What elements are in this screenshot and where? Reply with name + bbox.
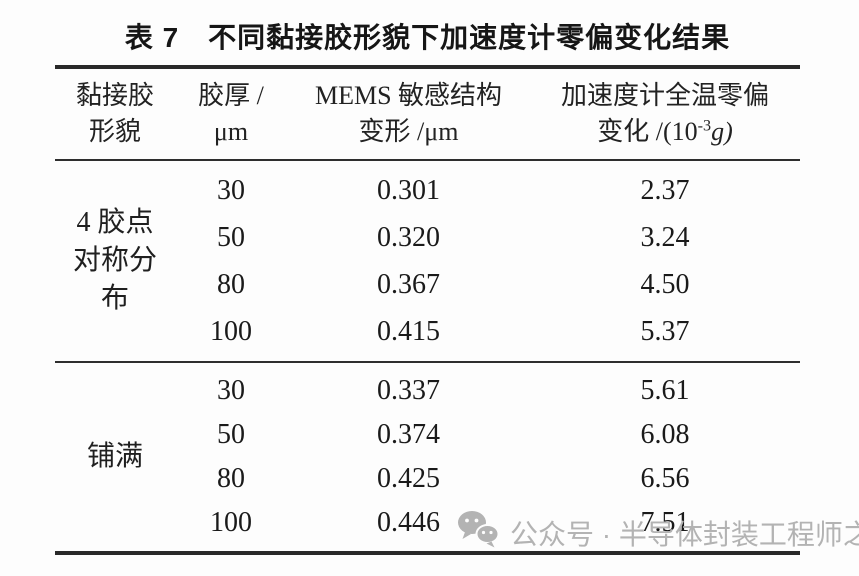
cell-thickness: 30 bbox=[217, 174, 245, 206]
cell-deformation: 0.337 bbox=[377, 375, 440, 406]
group-label: 铺满 bbox=[86, 441, 143, 472]
cell-bias-change: 2.37 bbox=[640, 174, 690, 206]
cell-deformation: 0.374 bbox=[377, 419, 440, 450]
table-row: 100 0.415 5.37 bbox=[175, 310, 800, 354]
cell-bias-change: 3.24 bbox=[640, 221, 690, 253]
table-row: 50 0.320 3.24 bbox=[175, 216, 800, 260]
table-row: 80 0.367 4.50 bbox=[175, 263, 800, 307]
table-group-dots: 4 胶点 对称分 布 30 0.301 2.37 50 0.320 3.24 8… bbox=[55, 161, 800, 363]
superscript-exponent: -3 bbox=[697, 117, 712, 135]
table-row: 80 0.425 6.56 bbox=[175, 457, 800, 501]
table-header-row: 黏接胶 形貌 胶厚 / μm MEMS 敏感结构 变形 /μm 加速度计全温零偏… bbox=[55, 69, 800, 161]
cell-bias-change: 5.61 bbox=[640, 375, 690, 406]
cell-bias-change: 7.51 bbox=[640, 507, 690, 538]
data-table: 黏接胶 形貌 胶厚 / μm MEMS 敏感结构 变形 /μm 加速度计全温零偏… bbox=[55, 65, 800, 555]
header-deformation: MEMS 敏感结构 变形 /μm bbox=[287, 78, 530, 150]
group-rows: 30 0.337 5.61 50 0.374 6.08 80 0.425 6.5… bbox=[175, 363, 800, 551]
header-bias-line2: 变化 /(10-3g) bbox=[597, 117, 733, 146]
cell-bias-change: 4.50 bbox=[640, 268, 690, 300]
header-thickness-line2: μm bbox=[213, 117, 249, 146]
cell-thickness: 80 bbox=[217, 268, 245, 300]
cell-deformation: 0.301 bbox=[377, 174, 440, 206]
header-morphology-line2: 形貌 bbox=[88, 117, 141, 146]
cell-bias-change: 5.37 bbox=[640, 315, 690, 347]
table-group-full: 铺满 30 0.337 5.61 50 0.374 6.08 80 0.425 … bbox=[55, 363, 800, 555]
header-thickness: 胶厚 / μm bbox=[175, 78, 287, 150]
header-morphology: 黏接胶 形貌 bbox=[55, 78, 175, 150]
table-caption: 表 7 不同黏接胶形貌下加速度计零偏变化结果 bbox=[124, 22, 731, 53]
cell-deformation: 0.367 bbox=[377, 268, 440, 300]
header-deformation-line1: MEMS 敏感结构 bbox=[314, 81, 503, 110]
cell-thickness: 30 bbox=[217, 375, 245, 406]
group-rows: 30 0.301 2.37 50 0.320 3.24 80 0.367 4.5… bbox=[175, 161, 800, 361]
header-bias-change: 加速度计全温零偏 变化 /(10-3g) bbox=[530, 78, 800, 150]
cell-thickness: 50 bbox=[217, 221, 245, 253]
cell-thickness: 100 bbox=[210, 315, 252, 347]
cell-thickness: 50 bbox=[217, 419, 245, 450]
table-row: 30 0.301 2.37 bbox=[175, 169, 800, 213]
cell-deformation: 0.446 bbox=[377, 507, 440, 538]
header-morphology-line1: 黏接胶 bbox=[75, 81, 154, 110]
table-row: 100 0.446 7.51 bbox=[175, 501, 800, 545]
cell-deformation: 0.320 bbox=[377, 221, 440, 253]
cell-bias-change: 6.56 bbox=[640, 463, 690, 494]
header-bias-line1: 加速度计全温零偏 bbox=[560, 81, 769, 110]
header-thickness-line1: 胶厚 / bbox=[198, 81, 264, 110]
group-label: 4 胶点 对称分 布 bbox=[72, 207, 157, 314]
table-row: 50 0.374 6.08 bbox=[175, 413, 800, 457]
cell-thickness: 100 bbox=[210, 507, 252, 538]
cell-bias-change: 6.08 bbox=[640, 419, 690, 450]
header-deformation-line2: 变形 /μm bbox=[358, 117, 459, 146]
cell-deformation: 0.415 bbox=[377, 315, 440, 347]
table-row: 30 0.337 5.61 bbox=[175, 369, 800, 413]
cell-thickness: 80 bbox=[217, 463, 245, 494]
cell-deformation: 0.425 bbox=[377, 463, 440, 494]
